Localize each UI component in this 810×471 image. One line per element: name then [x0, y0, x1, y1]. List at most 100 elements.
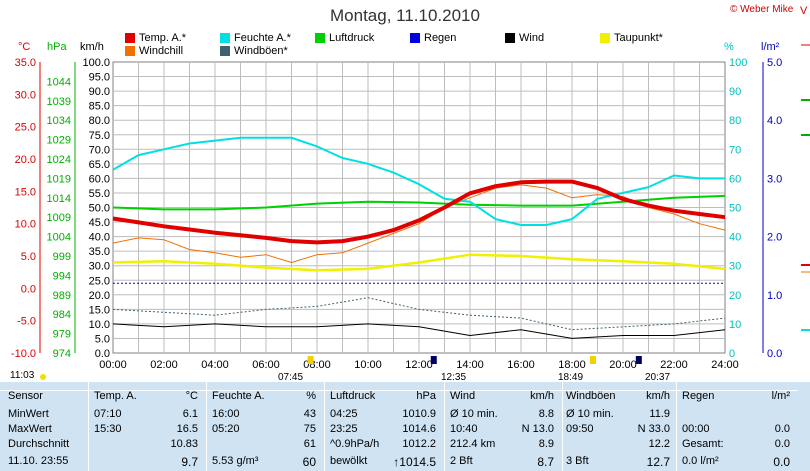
stats-cell-cur-gust_v: 12.7 — [646, 455, 670, 469]
wind-tick-label: 55.0 — [89, 188, 110, 200]
stats-cell-max-press_t: 23:25 — [330, 423, 358, 435]
x-tick-label: 06:00 — [252, 359, 280, 371]
rain-tick-label: 1.0 — [767, 290, 782, 302]
wind-tick-label: 40.0 — [89, 232, 110, 244]
stats-cell-max-hum_t: 05:20 — [212, 423, 240, 435]
series-line-windb-en — [112, 297, 726, 331]
stats-header-press: Luftdruck — [330, 390, 376, 402]
humidity-tick-label: 10 — [729, 319, 741, 331]
event-marker-icon — [635, 356, 642, 364]
legend-label: Regen — [424, 32, 457, 44]
stats-cell-max-temp_v: 16.5 — [176, 423, 198, 435]
legend-swatch-icon — [125, 33, 135, 43]
stats-cell-avg-hum_v: 61 — [303, 438, 316, 450]
event-marker-icon — [307, 356, 314, 364]
humidity-tick-label: 90 — [729, 86, 741, 98]
temp-tick-label: -5.0 — [17, 316, 36, 328]
legend-wind: Wind — [505, 32, 544, 44]
sunset-label: 18:49 — [558, 372, 584, 383]
event-marker-icon — [589, 356, 596, 364]
series-line-taupunkt — [112, 253, 726, 272]
pressure-tick-label: 974 — [53, 348, 71, 360]
humidity-tick-label: 60 — [729, 173, 741, 185]
moonrise-label: 12:35 — [441, 372, 467, 383]
wind-tick-label: 15.0 — [89, 304, 110, 316]
stats-table — [0, 382, 798, 471]
stats-header-wind: Wind — [450, 390, 476, 402]
stats-cell-avg-rain_v: 0.0 — [774, 438, 790, 450]
stats-cell-cur-rain_v: 0.0 — [773, 455, 790, 469]
pressure-tick-label: 1004 — [47, 232, 71, 244]
pressure-tick-label: 1014 — [47, 193, 71, 205]
stats-cell-cur-hum_t: 5.53 g/m³ — [212, 455, 259, 467]
pressure-tick-label: 1019 — [47, 173, 71, 185]
x-tick-label: 10:00 — [354, 359, 382, 371]
legend-windchill: Windchill — [125, 45, 183, 57]
series-line-luftdruck — [112, 194, 726, 211]
legend-label: Windchill — [139, 45, 184, 57]
rain-tick-label: 4.0 — [767, 115, 782, 127]
wind-tick-label: 20.0 — [89, 290, 110, 302]
stats-cell-max-rain_t: 00:00 — [682, 423, 710, 435]
sun-icon — [40, 374, 46, 380]
wind-tick-label: 45.0 — [89, 217, 110, 229]
temp-tick-label: 15.0 — [15, 186, 36, 198]
wind-tick-label: 0.0 — [95, 348, 110, 360]
legend-pressure: Luftdruck — [315, 32, 374, 44]
stats-cell-min-hum_v: 43 — [303, 408, 316, 420]
pressure-tick-label: 1039 — [47, 96, 71, 108]
wind-tick-label: 10.0 — [89, 319, 110, 331]
legend-swatch-icon — [220, 46, 230, 56]
left-time-label: 11:03 — [10, 370, 35, 381]
stats-cell-max-gust_t: 09:50 — [566, 423, 594, 435]
stats-header-gust: Windböen — [566, 390, 616, 402]
stats-cell-min-wind_v: 8.8 — [538, 408, 554, 420]
wind-tick-label: 30.0 — [89, 261, 110, 273]
temp-tick-label: 25.0 — [15, 122, 36, 134]
wind-tick-label: 80.0 — [89, 115, 110, 127]
legend-temp: Temp. A.* — [125, 32, 186, 44]
humidity-tick-label: 40 — [729, 232, 741, 244]
pressure-tick-label: 984 — [53, 309, 71, 321]
stats-header-rain: Regen — [682, 390, 715, 402]
legend-gust: Windböen* — [220, 45, 288, 57]
temp-axis-unit: °C — [18, 41, 31, 53]
stats-cell-avg-wind_t: 212.4 km — [450, 438, 496, 450]
x-tick-label: 18:00 — [558, 359, 586, 371]
rain-axis-unit: l/m² — [761, 41, 780, 53]
stats-cell-min-gust_t: Ø 10 min. — [566, 408, 614, 420]
legend-swatch-icon — [600, 33, 610, 43]
legend-rain: Regen — [410, 32, 456, 44]
sunrise-label: 07:45 — [278, 372, 304, 383]
humidity-tick-label: 100 — [729, 57, 747, 69]
legend-swatch-icon — [125, 46, 135, 56]
legend-label: Taupunkt* — [614, 32, 663, 44]
stats-cell-avg-gust_v: 12.2 — [648, 438, 670, 450]
stats-header-sensor: Sensor — [8, 390, 43, 402]
wind-tick-label: 35.0 — [89, 246, 110, 258]
stats-cell-cur-gust_t: 3 Bft — [566, 455, 589, 467]
page-title: Montag, 11.10.2010 — [330, 6, 480, 25]
legend-label: Luftdruck — [329, 32, 375, 44]
stats-cell-avg-label: Durchschnitt — [8, 438, 70, 450]
pressure-tick-label: 1034 — [47, 115, 71, 127]
humidity-tick-label: 30 — [729, 261, 741, 273]
stats-cell-max-wind_v: N 13.0 — [521, 423, 554, 435]
weather-chart: -10.0 -5.0 0.0 5.0 10.0 15.0 20.0 25.0 30.0 35.0 9… — [11, 57, 782, 380]
wind-tick-label: 75.0 — [89, 130, 110, 142]
stats-cell-cur-hum_v: 60 — [302, 455, 316, 469]
humidity-tick-label: 70 — [729, 144, 741, 156]
pressure-tick-label: 1044 — [47, 76, 71, 88]
humidity-tick-label: 0 — [729, 348, 735, 360]
rain-tick-label: 5.0 — [767, 57, 782, 69]
x-tick-label: 24:00 — [711, 359, 739, 371]
stats-cell-avg-press_t: ^0.9hPa/h — [330, 438, 380, 450]
stats-cell-min-press_t: 04:25 — [330, 408, 358, 420]
copyright: © Weber Mike — [730, 4, 794, 15]
x-tick-label: 12:00 — [405, 359, 433, 371]
pressure-tick-label: 994 — [53, 270, 71, 282]
temp-tick-label: 35.0 — [15, 57, 36, 69]
stats-header-rain_unit: l/m² — [771, 390, 790, 402]
x-tick-label: 22:00 — [660, 359, 688, 371]
wind-tick-label: 95.0 — [89, 72, 110, 84]
